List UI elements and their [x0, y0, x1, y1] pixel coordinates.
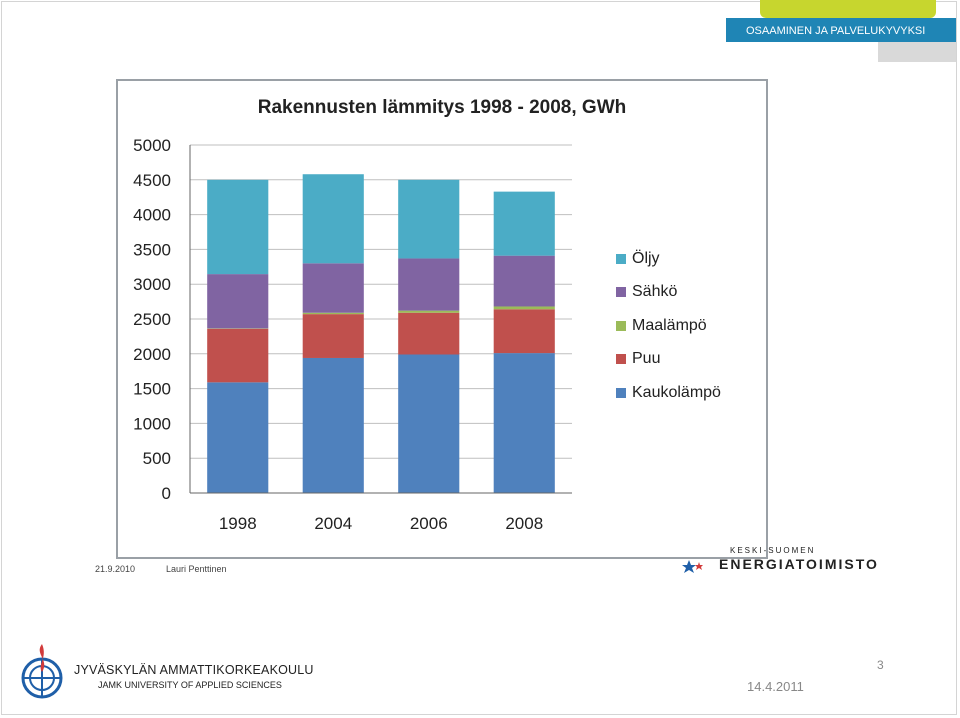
- y-tick-label: 1000: [133, 414, 171, 433]
- legend-label: Öljy: [632, 249, 660, 267]
- header-accent-grey: [878, 42, 956, 62]
- bar-segment: [207, 328, 269, 383]
- bar-segment: [398, 258, 460, 311]
- bar-segment: [302, 312, 364, 315]
- y-tick-label: 2000: [133, 345, 171, 364]
- y-tick-label: 500: [143, 449, 171, 468]
- y-tick-label: 3500: [133, 240, 171, 259]
- y-tick-label: 4000: [133, 206, 171, 225]
- legend-item: Sähkö: [616, 276, 721, 310]
- bar-segment: [207, 274, 269, 329]
- bar-layer: [207, 174, 555, 493]
- header-band-text: OSAAMINEN JA PALVELUKYVYKSI: [746, 25, 926, 37]
- source-author: Lauri Penttinen: [166, 564, 227, 574]
- bar-segment: [493, 191, 555, 256]
- jamk-subtitle: JAMK UNIVERSITY OF APPLIED SCIENCES: [98, 680, 282, 690]
- header-accent-yellow: [760, 0, 936, 18]
- bar-segment: [398, 179, 460, 259]
- bar-segment: [302, 357, 364, 493]
- jamk-emblem-icon: [21, 644, 63, 699]
- legend-swatch: [616, 253, 626, 264]
- x-tick-label: 2008: [505, 514, 543, 533]
- bar-segment: [302, 263, 364, 313]
- legend-swatch: [616, 287, 626, 298]
- energiatoimisto-logo: [681, 546, 871, 578]
- y-tick-label: 0: [162, 484, 171, 503]
- energia-line2: ENERGIATOIMISTO: [719, 556, 879, 572]
- bar-segment: [207, 179, 269, 275]
- chart-legend: Öljy Sähkö Maalämpö Puu Kaukolämpö: [616, 242, 721, 410]
- axis-layer: 0 500 1000 1500 2000 2500 3000 3500 4000 4500 5000…: [133, 136, 572, 533]
- header-band: OSAAMINEN JA PALVELUKYVYKSI: [726, 18, 956, 42]
- y-tick-label: 4500: [133, 171, 171, 190]
- chart-title: Rakennusten lämmitys 1998 - 2008, GWh: [257, 97, 627, 118]
- legend-item: Maalämpö: [616, 309, 721, 343]
- y-tick-label: 3000: [133, 275, 171, 294]
- y-tick-label: 5000: [133, 136, 171, 155]
- jamk-name: JYVÄSKYLÄN AMMATTIKORKEAKOULU: [74, 663, 314, 677]
- legend-swatch: [616, 320, 626, 331]
- star-icon: [682, 560, 703, 573]
- legend-label: Puu: [632, 350, 661, 368]
- footer-date: 14.4.2011: [747, 679, 804, 694]
- bar-segment: [398, 354, 460, 493]
- legend-item: Kaukolämpö: [616, 376, 721, 410]
- legend-label: Sähkö: [632, 283, 678, 301]
- legend-swatch: [616, 354, 626, 365]
- energiatoimisto-text: KESKI-SUOMEN ENERGIATOIMISTO: [0, 546, 960, 578]
- y-tick-label: 1500: [133, 380, 171, 399]
- bar-segment: [493, 353, 555, 493]
- legend-label: Maalämpö: [632, 316, 707, 334]
- x-tick-label: 1998: [219, 514, 257, 533]
- bar-segment: [302, 314, 364, 358]
- bar-segment: [302, 174, 364, 264]
- bar-segment: [493, 255, 555, 307]
- x-tick-label: 2004: [314, 514, 352, 533]
- bar-segment: [207, 382, 269, 493]
- legend-swatch: [616, 387, 626, 398]
- legend-label: Kaukolämpö: [632, 383, 721, 401]
- bar-segment: [493, 306, 555, 310]
- x-tick-label: 2006: [410, 514, 448, 533]
- bar-segment: [398, 310, 460, 313]
- bar-segment: [493, 309, 555, 354]
- bar-segment: [398, 312, 460, 355]
- source-date: 21.9.2010: [95, 564, 136, 574]
- legend-item: Öljy: [616, 242, 721, 276]
- page-number: 3: [877, 658, 884, 672]
- y-tick-label: 2500: [133, 310, 171, 329]
- legend-item: Puu: [616, 343, 721, 377]
- energia-line1: KESKI-SUOMEN: [730, 546, 816, 555]
